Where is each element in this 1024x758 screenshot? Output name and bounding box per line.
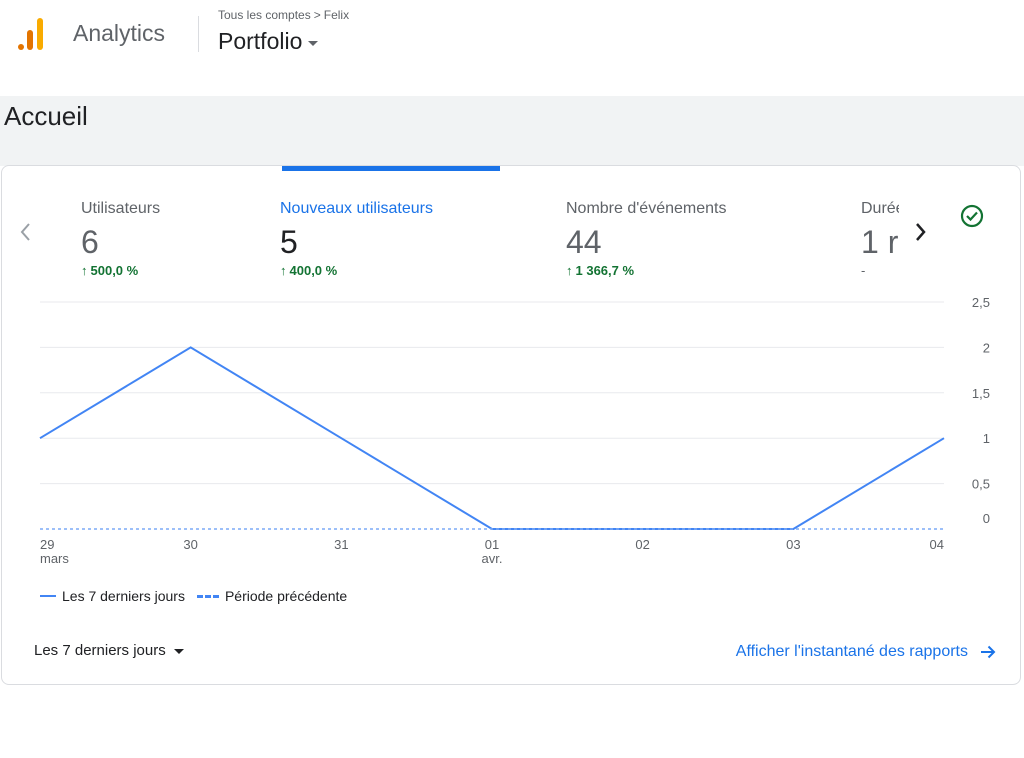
x-tick-label: 01	[485, 537, 499, 552]
metric-label: Durée	[861, 200, 899, 217]
legend-solid-swatch	[40, 595, 56, 597]
metric-tab-users[interactable]: Utilisateurs 6 ↑ 500,0 %	[81, 200, 160, 278]
arrow-up-icon: ↑	[81, 263, 88, 278]
x-tick-label: 04	[930, 537, 944, 552]
property-selector[interactable]: Portfolio	[218, 28, 319, 55]
check-circle-icon[interactable]	[957, 201, 987, 231]
metric-tab-new-users[interactable]: Nouveaux utilisateurs 5 ↑ 400,0 %	[280, 200, 433, 278]
y-tick-label: 1,5	[972, 386, 990, 401]
metric-label: Nouveaux utilisateurs	[280, 200, 433, 217]
metric-tab-duration[interactable]: Durée 1 r -	[861, 200, 899, 278]
date-range-dropdown[interactable]: Les 7 derniers jours	[34, 642, 184, 659]
chevron-right-icon: >	[313, 8, 321, 22]
y-tick-label: 0	[983, 511, 990, 526]
arrow-up-icon: ↑	[280, 263, 287, 278]
metric-change: ↑ 400,0 %	[280, 263, 338, 278]
chart-legend: Les 7 derniers jours Période précédente	[40, 588, 347, 604]
reports-snapshot-label: Afficher l'instantané des rapports	[735, 643, 968, 660]
metric-change: -	[861, 263, 866, 278]
active-metric-indicator	[282, 166, 500, 171]
x-tick-label: 02	[635, 537, 649, 552]
metric-change: ↑ 500,0 %	[81, 263, 139, 278]
chevron-right-icon[interactable]	[910, 218, 930, 246]
caret-down-icon	[308, 40, 319, 46]
x-tick-label: 30	[183, 537, 197, 552]
chevron-left-icon[interactable]	[16, 218, 36, 246]
x-tick-label: 29	[40, 537, 54, 552]
metric-label: Nombre d'événements	[566, 200, 727, 217]
header-divider	[198, 16, 199, 52]
home-page: Accueil Utilisateurs 6 ↑ 500,0 % Nouveaux…	[0, 96, 1024, 758]
y-tick-label: 2	[983, 340, 990, 355]
top-header: Analytics Tous les comptes > Felix Portf…	[0, 0, 1024, 96]
y-tick-label: 2,5	[972, 296, 990, 310]
y-tick-label: 1	[983, 431, 990, 446]
metric-value: 1 r	[861, 224, 899, 260]
metric-value: 5	[280, 224, 298, 260]
metric-value: 44	[566, 224, 602, 260]
legend-previous-label: Période précédente	[224, 588, 348, 604]
x-tick-sublabel: avr.	[482, 551, 503, 566]
x-tick-label: 03	[786, 537, 800, 552]
analytics-logo-icon[interactable]	[18, 16, 48, 50]
breadcrumb-account[interactable]: Tous les comptes	[218, 8, 311, 22]
app-name: Analytics	[73, 20, 166, 46]
breadcrumb[interactable]: Tous les comptes > Felix	[218, 8, 349, 22]
breadcrumb-owner[interactable]: Felix	[323, 8, 350, 22]
reports-snapshot-link[interactable]: Afficher l'instantané des rapports	[736, 643, 996, 661]
legend-dashed-swatch	[196, 594, 219, 598]
overview-card: Utilisateurs 6 ↑ 500,0 % Nouveaux utilisa…	[1, 165, 1021, 685]
metric-value: 6	[81, 224, 99, 260]
property-name: Portfolio	[218, 28, 303, 54]
line-chart: 0 0,5 1 1,5 2 2,5 29 mars 30 31 01 avr. 02 03 04	[2, 296, 1020, 576]
x-tick-sublabel: mars	[40, 551, 69, 566]
legend-current-label: Les 7 derniers jours	[62, 588, 185, 604]
metric-change: ↑ 1 366,7 %	[566, 263, 635, 278]
date-range-label: Les 7 derniers jours	[34, 642, 166, 659]
metric-tab-event-count[interactable]: Nombre d'événements 44 ↑ 1 366,7 %	[566, 200, 726, 278]
caret-down-icon	[173, 648, 184, 654]
arrow-up-icon: ↑	[566, 263, 573, 278]
page-title: Accueil	[4, 101, 88, 131]
y-tick-label: 0,5	[972, 477, 990, 492]
page-title-band: Accueil	[0, 96, 1024, 166]
arrow-right-icon	[981, 645, 996, 659]
x-tick-label: 31	[334, 537, 348, 552]
metric-label: Utilisateurs	[81, 200, 161, 217]
